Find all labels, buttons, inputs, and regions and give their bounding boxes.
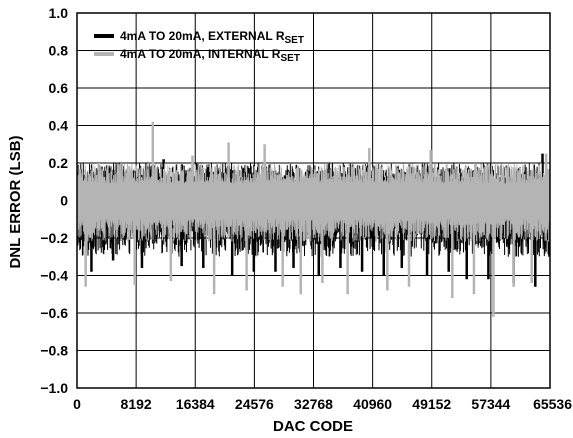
grid-lines (76, 12, 551, 389)
legend-label-internal: 4mA TO 20mA, INTERNAL RSET (120, 47, 300, 64)
plot-frame (76, 12, 551, 389)
legend-label-external-sub: SET (284, 35, 303, 46)
y-tick-label: 0.2 (49, 155, 69, 171)
x-tick-label: 40960 (353, 396, 392, 412)
y-tick-label: −0.8 (40, 343, 68, 359)
series-noise-trace (76, 162, 551, 242)
y-tick-label: 0.4 (49, 118, 69, 134)
legend: 4mA TO 20mA, EXTERNAL RSET 4mA TO 20mA, … (94, 29, 304, 64)
x-tick-labels: 0 8192 16384 24576 32768 40960 49152 57344 65536 (73, 396, 572, 412)
y-tick-labels: 1.0 0.8 0.6 0.4 0.2 0 −0.2 −0.4 −0.6 −0.8 −1.0 (40, 5, 68, 396)
y-tick-label: 0.6 (49, 80, 69, 96)
x-tick-label: 32768 (294, 396, 333, 412)
y-tick-label: 0.8 (49, 43, 69, 59)
legend-label-external: 4mA TO 20mA, EXTERNAL RSET (120, 29, 304, 46)
x-tick-label: 57344 (471, 396, 510, 412)
legend-label-external-main: 4mA TO 20mA, EXTERNAL R (120, 29, 285, 43)
y-tick-label: −1.0 (40, 380, 68, 396)
series-traces (76, 121, 551, 317)
legend-label-internal-main: 4mA TO 20mA, INTERNAL R (120, 47, 281, 61)
x-tick-label: 8192 (121, 396, 152, 412)
y-tick-label: 1.0 (49, 5, 69, 21)
x-axis-label: DAC CODE (273, 418, 353, 435)
y-tick-label: −0.2 (40, 230, 68, 246)
y-tick-label: −0.4 (40, 268, 68, 284)
y-axis-label: DNL ERROR (LSB) (7, 135, 24, 268)
x-tick-label: 65536 (533, 396, 572, 412)
legend-label-internal-sub: SET (280, 53, 299, 64)
x-tick-label: 49152 (412, 396, 451, 412)
x-tick-label: 0 (73, 396, 81, 412)
y-tick-label: 0 (60, 193, 68, 209)
series-internal (76, 121, 551, 317)
x-tick-label: 24576 (235, 396, 274, 412)
x-tick-label: 16384 (176, 396, 215, 412)
y-tick-label: −0.6 (40, 305, 68, 321)
